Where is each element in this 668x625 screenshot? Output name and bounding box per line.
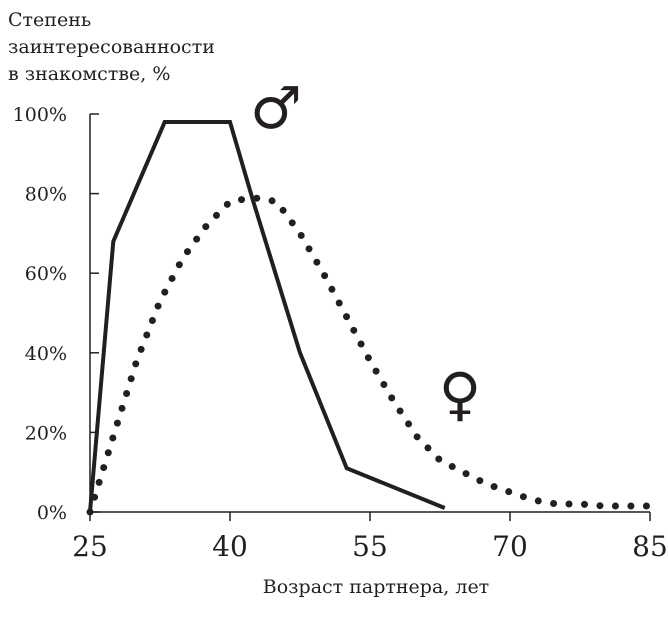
female-series-line — [86, 194, 654, 516]
x-ticks: 25 40 55 70 85 — [72, 512, 668, 563]
x-tick-label: 70 — [492, 530, 528, 563]
y-tick-label: 80% — [25, 184, 67, 206]
x-axis: 25 40 55 70 85 — [72, 511, 668, 563]
series-layer — [86, 120, 654, 516]
y-axis: 0% 20% 40% 60% 80% 100% — [13, 104, 99, 524]
y-tick-label: 100% — [13, 104, 67, 126]
male-series-line — [88, 120, 446, 513]
x-tick-label: 25 — [72, 530, 108, 563]
y-axis-title-line-2: заинтересованности — [8, 36, 215, 58]
y-tick-label: 20% — [25, 422, 67, 444]
y-ticks: 0% 20% 40% 60% 80% 100% — [13, 104, 99, 524]
y-tick-label: 40% — [25, 343, 67, 365]
x-tick-label: 40 — [212, 530, 248, 563]
x-tick-label: 55 — [352, 530, 388, 563]
y-axis-title-line-1: Степень — [8, 9, 91, 31]
female-symbol: ♀ — [439, 360, 481, 428]
male-series-label: ♂ — [250, 74, 302, 142]
y-tick-label: 0% — [37, 502, 67, 524]
female-series-label: ♀ — [439, 360, 481, 428]
y-axis-title-line-3: в знакомстве, % — [8, 63, 170, 85]
x-tick-label: 85 — [632, 530, 668, 563]
x-axis-title: Возраст партнера, лет — [263, 576, 489, 598]
male-symbol: ♂ — [250, 74, 302, 142]
y-tick-label: 60% — [25, 263, 67, 285]
